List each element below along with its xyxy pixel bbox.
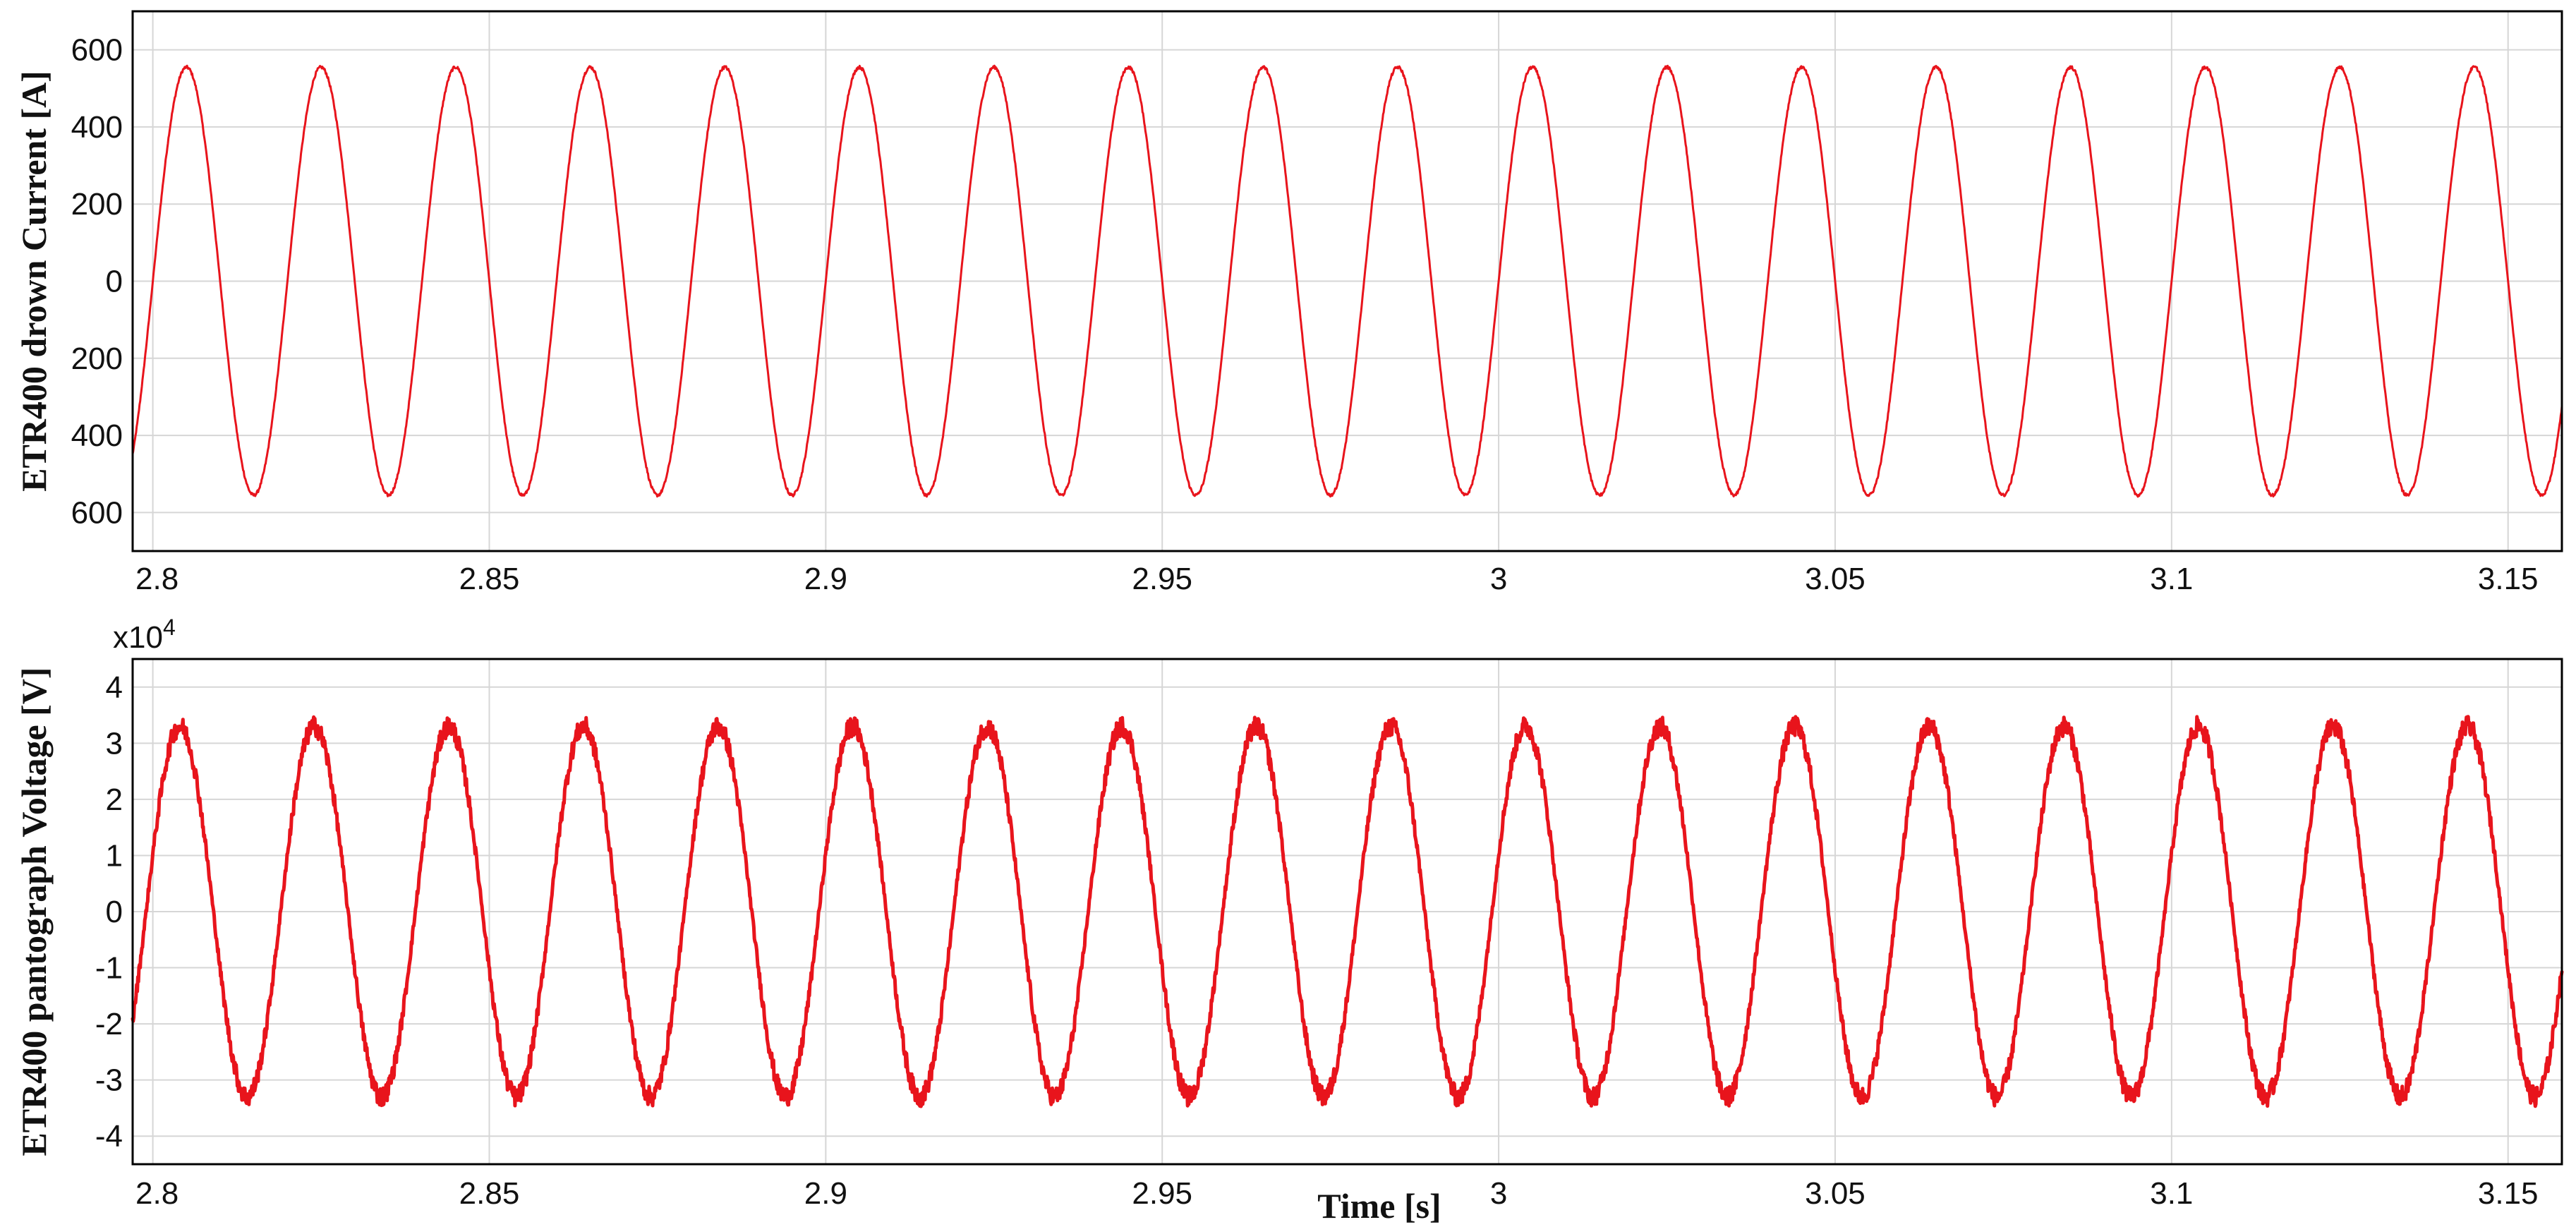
y-tick-label: 0 [106,265,123,299]
x-tick-label: 3.1 [2150,562,2193,596]
voltage-y-multiplier-exponent: 4 [163,615,176,640]
x-tick-label: 2.9 [804,1176,847,1211]
x-tick-label: 2.95 [1132,562,1192,596]
x-tick-label: 2.8 [135,562,179,596]
x-tick-label: 3.15 [2478,562,2539,596]
y-tick-label: 4 [106,670,123,705]
y-tick-label: -4 [95,1119,123,1154]
voltage-y-tick-labels: 4 3 2 1 0 -1 -2 -3 -4 [95,670,123,1154]
y-tick-label: 400 [71,418,123,453]
x-tick-label: 2.95 [1132,1176,1192,1211]
y-tick-label: 400 [71,110,123,145]
y-tick-label: 200 [71,187,123,222]
voltage-chart-panel: 4 3 2 1 0 -1 -2 -3 -4 2.8 2.85 2.9 2.95 3 3.05 3.1 3.15… [14,615,2564,1226]
y-tick-label: 200 [71,341,123,376]
y-tick-label: 600 [71,33,123,68]
x-tick-label: 2.8 [135,1176,179,1211]
current-y-axis-label: ETR400 drown Current [A] [14,71,54,492]
current-y-tick-labels: 600 400 200 0 200 400 600 [71,33,123,531]
y-tick-label: 3 [106,726,123,761]
y-tick-label: 0 [106,895,123,929]
voltage-y-multiplier-base: x10 [113,620,163,655]
voltage-x-tick-labels: 2.8 2.85 2.9 2.95 3 3.05 3.1 3.15 [135,1176,2539,1211]
y-tick-label: 600 [71,495,123,530]
current-series-line [131,64,2563,498]
x-tick-label: 3.1 [2150,1176,2193,1211]
voltage-y-axis-label: ETR400 pantograph Voltage [V] [14,667,54,1156]
current-x-tick-labels: 2.8 2.85 2.9 2.95 3 3.05 3.1 3.15 [135,562,2539,596]
voltage-series [131,715,2564,1108]
x-tick-label: 3.15 [2478,1176,2539,1211]
y-tick-label: 2 [106,782,123,817]
x-tick-label: 2.9 [804,562,847,596]
y-tick-label: -1 [95,951,123,986]
current-chart-frame [131,10,2563,552]
current-chart-panel: 600 400 200 0 200 400 600 2.8 2.85 2.9 2.95 3 3.05 3… [14,10,2563,596]
voltage-chart-frame [131,658,2563,1166]
x-tick-label: 3.05 [1805,1176,1866,1211]
x-tick-label: 2.85 [459,562,520,596]
voltage-y-multiplier: x104 [113,615,176,655]
x-tick-label: 3.05 [1805,562,1866,596]
y-tick-label: 1 [106,838,123,873]
voltage-x-axis-label: Time [s] [1317,1186,1441,1226]
y-tick-label: -2 [95,1007,123,1041]
x-tick-label: 3 [1490,562,1507,596]
x-tick-label: 2.85 [459,1176,520,1211]
voltage-series-line [131,715,2564,1108]
current-series [131,64,2563,498]
x-tick-label: 3 [1490,1176,1507,1211]
y-tick-label: -3 [95,1063,123,1098]
